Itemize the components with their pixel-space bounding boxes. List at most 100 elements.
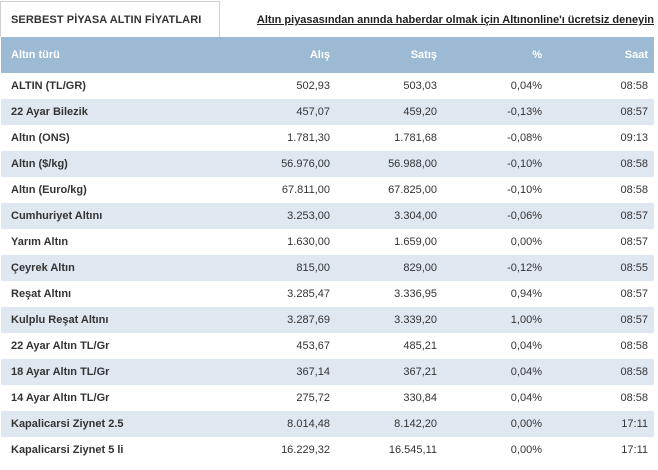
row-name[interactable]: 18 Ayar Altın TL/Gr (11, 366, 110, 378)
column-header-percent[interactable]: % (532, 49, 542, 61)
row-sell: 8.142,20 (394, 418, 437, 430)
table-row[interactable]: Altın (Euro/kg) 67.811,00 67.825,00 -0,10% 0… (1, 177, 654, 203)
row-sell: 485,21 (403, 340, 437, 352)
table-row[interactable]: Çeyrek Altın 815,00 829,00 -0,12% 08:55 (1, 255, 654, 281)
row-name[interactable]: Kulplu Reşat Altını (11, 314, 109, 326)
row-name[interactable]: Altın (Euro/kg) (11, 184, 87, 196)
tab-serbest-piyasa[interactable]: SERBEST PİYASA ALTIN FİYATLARI (0, 1, 220, 37)
row-percent: 0,00% (510, 418, 542, 430)
row-buy: 3.253,00 (287, 210, 330, 222)
row-sell: 16.545,11 (388, 444, 437, 456)
row-name[interactable]: Reşat Altını (11, 288, 72, 300)
table-row[interactable]: 22 Ayar Altın TL/Gr 453,67 485,21 0,04% 08:5… (1, 333, 654, 359)
row-percent: 1,00% (510, 314, 542, 326)
row-percent: 0,94% (510, 288, 542, 300)
row-time: 08:55 (620, 262, 648, 274)
row-percent: 0,04% (510, 366, 542, 378)
row-sell: 67.825,00 (388, 184, 437, 196)
row-buy: 56.976,00 (281, 158, 330, 170)
row-time: 17:11 (621, 418, 648, 430)
table-row[interactable]: Altın (ONS) 1.781,30 1.781,68 -0,08% 09:13 (1, 125, 654, 151)
table-row[interactable]: ALTIN (TL/GR) 502,93 503,03 0,04% 08:58 (1, 73, 654, 99)
table-header-row: Altın türü Alış Satış % Saat (1, 37, 654, 73)
row-name[interactable]: Yarım Altın (11, 236, 69, 248)
row-name[interactable]: Kapalicarsi Ziynet 5 li (11, 444, 124, 456)
row-buy: 275,72 (296, 392, 330, 404)
row-time: 08:57 (620, 236, 648, 248)
row-time: 08:57 (620, 210, 648, 222)
row-time: 08:58 (620, 158, 648, 170)
row-name[interactable]: Altın (ONS) (11, 132, 70, 144)
row-time: 08:57 (620, 106, 648, 118)
row-buy: 502,93 (296, 80, 330, 92)
row-percent: -0,08% (507, 132, 542, 144)
top-bar: SERBEST PİYASA ALTIN FİYATLARI Altın piy… (0, 0, 658, 37)
row-buy: 1.630,00 (287, 236, 330, 248)
row-time: 08:58 (620, 184, 648, 196)
column-header-sell[interactable]: Satış (410, 49, 437, 61)
row-sell: 3.336,95 (394, 288, 437, 300)
table-row[interactable]: Yarım Altın 1.630,00 1.659,00 0,00% 08:57 (1, 229, 654, 255)
table-row[interactable]: Kulplu Reşat Altını 3.287,69 3.339,20 1,00%… (1, 307, 654, 333)
row-percent: 0,04% (510, 80, 542, 92)
row-percent: 0,00% (510, 444, 542, 456)
column-header-type[interactable]: Altın türü (11, 49, 60, 61)
row-percent: 0,04% (510, 340, 542, 352)
row-sell: 3.339,20 (394, 314, 437, 326)
table-row[interactable]: Altın ($/kg) 56.976,00 56.988,00 -0,10% 08:5… (1, 151, 654, 177)
row-name[interactable]: Cumhuriyet Altını (11, 210, 103, 222)
row-sell: 459,20 (403, 106, 437, 118)
row-buy: 367,14 (296, 366, 330, 378)
column-header-buy[interactable]: Alış (309, 49, 330, 61)
row-sell: 367,21 (403, 366, 437, 378)
row-name[interactable]: Kapalicarsi Ziynet 2.5 (11, 418, 124, 430)
row-sell: 1.781,68 (394, 132, 437, 144)
row-name[interactable]: Altın ($/kg) (11, 158, 68, 170)
table-row[interactable]: 18 Ayar Altın TL/Gr 367,14 367,21 0,04% 08:5… (1, 359, 654, 385)
row-buy: 16.229,32 (281, 444, 330, 456)
row-sell: 330,84 (403, 392, 437, 404)
table-row[interactable]: 14 Ayar Altın TL/Gr 275,72 330,84 0,04% 08:5… (1, 385, 654, 411)
row-name[interactable]: ALTIN (TL/GR) (11, 80, 86, 92)
row-time: 08:57 (620, 314, 648, 326)
row-buy: 67.811,00 (281, 184, 330, 196)
row-buy: 3.287,69 (287, 314, 330, 326)
row-sell: 3.304,00 (394, 210, 437, 222)
row-time: 08:57 (620, 288, 648, 300)
gold-prices-table: Altın türü Alış Satış % Saat ALTIN (TL/G… (1, 37, 654, 463)
row-name[interactable]: 22 Ayar Altın TL/Gr (11, 340, 110, 352)
promo-link[interactable]: Altın piyasasından anında haberdar olmak… (256, 14, 654, 26)
row-time: 09:13 (620, 132, 648, 144)
row-percent: -0,12% (507, 262, 542, 274)
row-time: 17:11 (621, 444, 648, 456)
table-row[interactable]: Kapalicarsi Ziynet 5 li 16.229,32 16.545,1… (1, 437, 654, 463)
row-buy: 3.285,47 (287, 288, 330, 300)
row-percent: -0,10% (507, 184, 542, 196)
row-name[interactable]: 14 Ayar Altın TL/Gr (11, 392, 110, 404)
table-row[interactable]: 22 Ayar Bilezik 457,07 459,20 -0,13% 08:57 (1, 99, 654, 125)
row-name[interactable]: 22 Ayar Bilezik (11, 106, 88, 118)
row-percent: 0,00% (510, 236, 542, 248)
table-row[interactable]: Kapalicarsi Ziynet 2.5 8.014,48 8.142,20 0,… (1, 411, 654, 437)
row-buy: 453,67 (296, 340, 330, 352)
row-time: 08:58 (620, 80, 648, 92)
row-buy: 8.014,48 (287, 418, 330, 430)
table-row[interactable]: Reşat Altını 3.285,47 3.336,95 0,94% 08:57 (1, 281, 654, 307)
row-name[interactable]: Çeyrek Altın (11, 262, 75, 274)
row-percent: 0,04% (510, 392, 542, 404)
row-time: 08:58 (620, 340, 648, 352)
row-sell: 829,00 (403, 262, 437, 274)
row-percent: -0,13% (507, 106, 542, 118)
row-buy: 457,07 (296, 106, 330, 118)
row-percent: -0,10% (507, 158, 542, 170)
row-time: 08:58 (620, 392, 648, 404)
row-buy: 1.781,30 (287, 132, 330, 144)
row-time: 08:58 (620, 366, 648, 378)
row-sell: 503,03 (403, 80, 437, 92)
row-sell: 1.659,00 (394, 236, 437, 248)
row-buy: 815,00 (296, 262, 330, 274)
table-row[interactable]: Cumhuriyet Altını 3.253,00 3.304,00 -0,06% 0… (1, 203, 654, 229)
row-percent: -0,06% (507, 210, 542, 222)
column-header-time[interactable]: Saat (624, 49, 648, 61)
row-sell: 56.988,00 (388, 158, 437, 170)
